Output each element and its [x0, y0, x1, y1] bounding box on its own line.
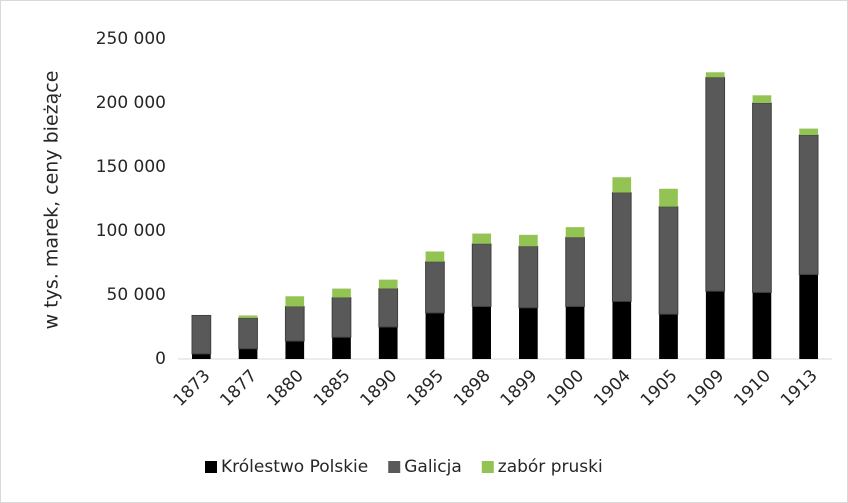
bar-segment: [192, 353, 211, 359]
bar-segment: [659, 314, 678, 359]
bar-segment: [284, 306, 305, 342]
legend-label: zabór pruski: [498, 457, 603, 477]
bar-segment: [332, 288, 351, 298]
bar-segment: [611, 192, 632, 302]
y-tick-label: 150 000: [96, 157, 166, 177]
bar-segment: [332, 337, 351, 359]
bar-segment: [705, 72, 725, 78]
legend-swatch: [205, 461, 217, 473]
bar-segment: [191, 314, 212, 355]
bar-segment: [519, 234, 538, 247]
bar-segment: [752, 292, 772, 359]
bar-segment: [238, 315, 258, 319]
bar-segment: [705, 291, 725, 359]
bar-segment: [518, 245, 539, 309]
bar-segment: [798, 134, 819, 276]
y-tick-label: 200 000: [96, 93, 166, 113]
y-tick-label: 50 000: [107, 285, 166, 305]
bar-segment: [519, 307, 538, 359]
legend-swatch: [481, 461, 494, 473]
bar-segment: [285, 341, 305, 359]
y-tick-label: 100 000: [96, 221, 166, 241]
bar-segment: [612, 301, 632, 359]
bar-segment: [285, 296, 305, 307]
legend-label: Królestwo Polskie: [221, 457, 368, 477]
bar-segment: [472, 233, 491, 244]
legend-label: Galicja: [404, 457, 462, 477]
legend-swatch: [388, 461, 401, 473]
bar-segment: [425, 251, 445, 262]
bar-segment: [472, 306, 491, 359]
bar-segment: [378, 327, 398, 359]
bar-segment: [425, 261, 445, 314]
bar-segment: [565, 236, 585, 308]
bar-segment: [659, 188, 678, 207]
bar-segment: [238, 348, 258, 359]
bar-segment: [752, 102, 772, 293]
bar-segment: [331, 297, 352, 338]
bar-segment: [565, 227, 585, 238]
y-tick-label: 0: [155, 349, 166, 369]
y-axis-title: w tys. marek, ceny bieżące: [41, 71, 63, 330]
bar-segment: [799, 274, 818, 359]
bar-segment: [238, 317, 258, 350]
bar-segment: [378, 279, 398, 289]
bar-segment: [378, 288, 399, 328]
bar-segment: [612, 177, 632, 193]
bar-segment: [752, 95, 772, 103]
bar-segment: [471, 243, 492, 308]
y-tick-label: 250 000: [96, 29, 166, 49]
bar-segment: [565, 306, 585, 359]
bar-segment: [799, 128, 818, 135]
bar-segment: [425, 312, 445, 359]
bar-segment: [705, 76, 726, 292]
bar-segment: [658, 206, 679, 315]
